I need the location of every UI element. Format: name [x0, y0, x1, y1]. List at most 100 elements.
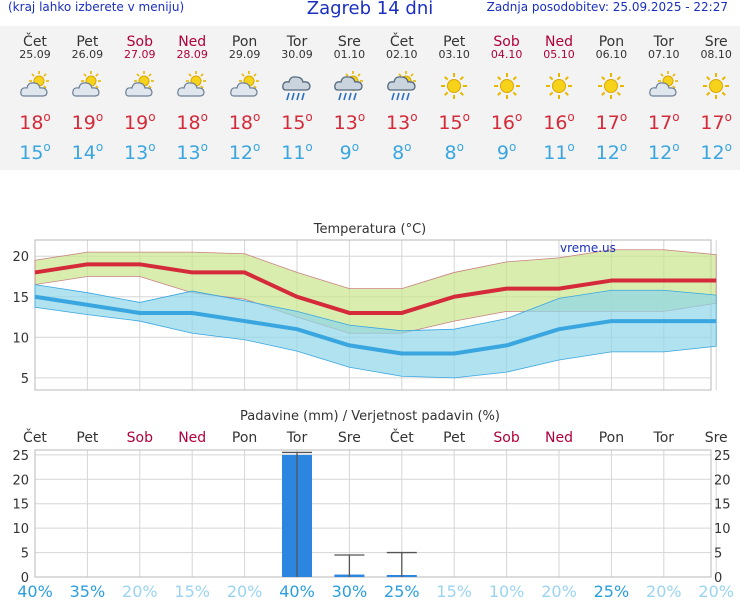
max-temperature: 15o: [281, 110, 313, 134]
probability-label: 15%: [436, 582, 472, 600]
probability-label: 20%: [646, 582, 682, 600]
watermark: vreme.us: [560, 241, 616, 255]
sun-icon: [546, 73, 572, 99]
day-name: Sob: [126, 34, 153, 50]
x-tick-label: Sre: [338, 430, 361, 446]
probability-label: 20%: [122, 582, 158, 600]
last-updated: Zadnja posodobitev: 25.09.2025 - 22:27: [486, 0, 728, 14]
x-tick-label: Ned: [545, 430, 573, 446]
partly-cloudy-sun-icon: [20, 71, 49, 97]
partly-cloudy-sun-icon: [72, 71, 102, 97]
min-temperature: 11o: [281, 140, 313, 164]
day-date: 03.10: [438, 48, 470, 61]
day-name: Sob: [493, 34, 520, 50]
y-tick-label-right: 25: [714, 449, 731, 464]
max-temperature: 18o: [19, 110, 51, 134]
sun-rain-cloud-icon: [386, 71, 416, 101]
x-tick-label: Čet: [23, 428, 47, 446]
probability-label: 20%: [227, 582, 263, 600]
day-date: 07.10: [648, 48, 680, 61]
max-temperature: 17o: [700, 110, 732, 134]
y-tick-label: 15: [12, 498, 29, 513]
probability-label: 20%: [698, 582, 734, 600]
max-temperature: 16o: [490, 110, 523, 134]
sun-icon: [441, 73, 468, 99]
y-tick-label-right: 0: [714, 571, 722, 586]
min-temperature: 15o: [19, 140, 51, 164]
probability-label: 10%: [489, 582, 525, 600]
day-date: 26.09: [71, 48, 104, 61]
rain-cloud-icon: [282, 76, 311, 101]
y-tick-label: 20: [12, 473, 29, 488]
day-date: 25.09: [19, 48, 51, 61]
y-tick-label-right: 20: [714, 473, 731, 488]
day-date: 05.10: [543, 48, 575, 61]
day-date: 28.09: [176, 48, 208, 61]
y-tick-label: 15: [12, 291, 29, 306]
max-temperature: 17o: [648, 110, 680, 134]
day-name: Sre: [704, 34, 728, 50]
max-temperature: 19o: [124, 110, 156, 134]
probability-label: 15%: [174, 582, 210, 600]
chart-title: Padavine (mm) / Verjetnost padavin (%): [240, 409, 500, 424]
max-temperature: 18o: [228, 110, 261, 134]
probability-label: 25%: [594, 582, 630, 600]
probability-label: 40%: [17, 582, 53, 600]
min-temperature: 11o: [543, 140, 575, 164]
max-temperature-line: [34, 262, 717, 315]
probability-label: 25%: [384, 582, 420, 600]
y-tick-label: 10: [12, 522, 29, 537]
day-date: 06.10: [595, 48, 628, 61]
day-date: 29.09: [228, 48, 261, 61]
plot-frame: [34, 449, 712, 578]
day-name: Tor: [286, 34, 308, 50]
precipitation-chart: Padavine (mm) / Verjetnost padavin (%) Če…: [12, 409, 734, 600]
day-name: Pon: [231, 34, 258, 50]
y-tick-label-right: 5: [714, 547, 722, 562]
min-temperature: 8o: [444, 140, 464, 164]
max-temperature: 17o: [595, 110, 628, 134]
y-tick-label: 20: [12, 250, 29, 265]
day-date: 01.10: [333, 48, 366, 61]
day-date: 27.09: [124, 48, 156, 61]
min-range-band: [34, 284, 717, 379]
max-temperature: 16o: [543, 110, 575, 134]
location-hint[interactable]: (kraj lahko izberete v meniju): [8, 0, 185, 14]
page-title: Zagreb 14 dni: [306, 0, 434, 19]
probability-label: 40%: [279, 582, 315, 600]
probability-label: 20%: [541, 582, 577, 600]
day-date: 02.10: [386, 48, 418, 61]
min-temperature: 12o: [648, 140, 680, 164]
sun-icon: [493, 73, 520, 99]
min-temperature: 13o: [176, 140, 208, 164]
min-temperature: 14o: [71, 140, 104, 164]
x-tick-label: Pon: [599, 430, 624, 446]
min-temperature: 9o: [339, 140, 360, 164]
partly-cloudy-sun-icon: [177, 71, 207, 97]
y-tick-label-right: 10: [714, 522, 731, 537]
x-tick-label: Sob: [493, 430, 519, 446]
day-name: Pon: [598, 34, 625, 50]
min-temperature: 12o: [228, 140, 261, 164]
day-name: Čet: [23, 34, 47, 50]
partly-cloudy-sun-icon: [229, 71, 259, 97]
x-tick-label: Sob: [127, 430, 153, 446]
x-tick-label: Pet: [76, 430, 99, 446]
day-name: Pet: [76, 34, 99, 50]
x-tick-label: Pon: [232, 430, 257, 446]
forecast-strip: Čet 25.09 18o 15o Pet 26.09 19o 14o Sob 27.09 19o 1…: [0, 26, 740, 170]
sun-icon: [703, 73, 730, 99]
chart-title: Temperatura (°C): [313, 222, 426, 237]
day-date: 30.09: [281, 48, 313, 61]
partly-cloudy-sun-icon: [649, 71, 678, 97]
temperature-chart: Temperatura (°C) 5 10 15 20 vreme.us: [12, 222, 717, 391]
x-tick-label: Čet: [390, 428, 414, 446]
min-temperature: 9o: [496, 140, 517, 164]
min-temperature: 12o: [595, 140, 628, 164]
top-bar: (kraj lahko izberete v meniju) Zagreb 14…: [0, 0, 740, 22]
sun-rain-cloud-icon: [334, 71, 364, 101]
day-date: 04.10: [490, 48, 523, 61]
max-temperature: 19o: [71, 110, 104, 134]
probability-label: 35%: [70, 582, 106, 600]
day-name: Sre: [337, 34, 361, 50]
